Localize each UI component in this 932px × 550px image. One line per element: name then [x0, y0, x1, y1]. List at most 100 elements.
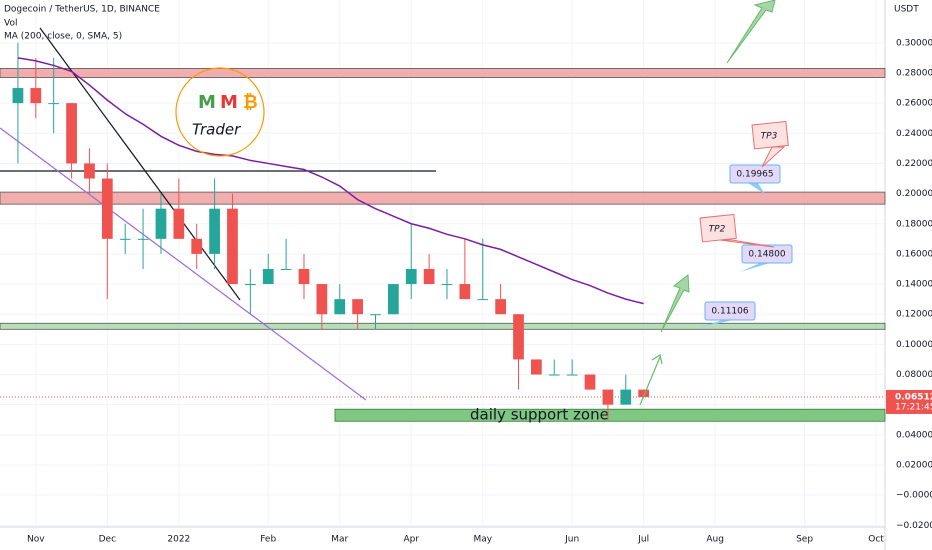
y-tick-label: 0.10000 [896, 340, 932, 350]
logo-m: M [220, 92, 238, 113]
candle-body [638, 389, 650, 397]
candle-body [119, 238, 131, 240]
tp-label: TP2 [709, 225, 726, 235]
x-tick-label: Mar [331, 535, 348, 545]
candle-body [316, 284, 328, 315]
zone [0, 68, 886, 78]
y-tick-label: 0.28000 [896, 68, 932, 78]
currency: USDT [894, 5, 919, 15]
annotations: 0.19965 TP3 0.14800 TP2 0.11106 [0, 120, 885, 398]
moving-average [17, 57, 644, 305]
candle-body [602, 389, 614, 405]
candle-body [12, 88, 24, 104]
candle-body [548, 374, 560, 376]
y-tick-label: 0.26000 [896, 99, 932, 109]
price-callout-label: 0.19965 [736, 170, 773, 180]
candle-body [244, 284, 256, 286]
candle-body [280, 268, 292, 270]
logo-m: M [198, 92, 216, 113]
x-tick-label: Jun [564, 535, 579, 545]
candle-body [48, 103, 60, 105]
candle-body [495, 299, 506, 315]
candle-body [334, 299, 346, 315]
tp-pointer [761, 146, 786, 168]
candle-body [423, 268, 435, 285]
y-tick-label: 0.08000 [896, 370, 932, 380]
y-tick-label: 0.14000 [896, 280, 932, 290]
candle-body [513, 314, 524, 360]
candle-body [352, 299, 363, 315]
candle-body [173, 208, 185, 239]
tp-callout [751, 120, 789, 150]
zone [0, 191, 886, 205]
x-tick-label: Apr [403, 535, 419, 545]
logo-text: Trader [192, 121, 241, 139]
last-price-label: 0.06512 [895, 392, 932, 402]
candle-body [584, 374, 596, 390]
callout-pointer [698, 320, 733, 328]
x-tick-label: Feb [260, 535, 276, 545]
candle-body [405, 268, 417, 285]
tp-pointer [719, 239, 775, 248]
y-tick-label: 0.22000 [896, 159, 932, 169]
plot [12, 42, 650, 420]
candle-body [459, 284, 471, 300]
y-tick-label: 0.16000 [896, 249, 932, 259]
candle-body [137, 238, 149, 240]
price-callout [704, 301, 756, 321]
y-tick-label: 0.30000 [896, 38, 932, 48]
x-tick-label: 2022 [167, 535, 190, 545]
callout-pointer [740, 263, 770, 272]
support-zone [334, 408, 886, 422]
tp-label: TP3 [761, 132, 778, 142]
candle-body [441, 284, 453, 286]
candle-body [209, 208, 220, 254]
logo-btc: ₿ [243, 92, 258, 113]
candle-body [370, 314, 381, 316]
candle-body [84, 163, 95, 179]
arrow [660, 274, 690, 333]
x-tick-label: Nov [27, 535, 45, 545]
y-tick-label: 0.02000 [896, 460, 932, 470]
last-price-box [886, 389, 932, 414]
x-tick-label: Aug [706, 535, 724, 545]
candle-body [227, 208, 238, 285]
zone [0, 322, 886, 330]
y-tick-label: 0.18000 [896, 219, 932, 229]
indicator-label: MA (200, close, 0, SMA, 5) [4, 32, 122, 42]
candle-body [155, 208, 167, 239]
y-tick-label: 0.20000 [896, 189, 932, 199]
y-tick-label: −0.02000 [896, 521, 932, 531]
candle-body [620, 389, 632, 405]
candle-body [531, 359, 542, 375]
y-tick-label: 0.24000 [896, 129, 932, 139]
countdown: 17:21:45 [895, 402, 932, 412]
x-tick-label: Jul [637, 535, 649, 545]
zones: daily support zone [0, 68, 886, 424]
arrow [726, 0, 776, 64]
price-callout-label: 0.14800 [748, 250, 785, 260]
tp-callout [699, 213, 737, 243]
trend-line [0, 127, 367, 401]
x-tick-label: Oct [868, 535, 884, 545]
callout-pointer [748, 183, 765, 195]
support-label: daily support zone [470, 406, 609, 424]
candle-body [262, 268, 274, 285]
price-callout-label: 0.11106 [711, 307, 748, 317]
candle-body [101, 178, 113, 239]
price-callout [741, 244, 793, 264]
y-tick-label: 0.12000 [896, 310, 932, 320]
candle-body [477, 299, 489, 301]
y-tick-label: 0.04000 [896, 430, 932, 440]
x-tick-label: Sep [796, 535, 813, 545]
price-callout [729, 164, 781, 184]
logo-ring [175, 67, 265, 157]
candle-body [566, 374, 578, 376]
volume-label: Vol [4, 19, 17, 29]
candle-body [191, 238, 203, 254]
candle-body [298, 268, 310, 285]
symbol: Dogecoin / TetherUS, 1D, BINANCE [4, 5, 160, 15]
